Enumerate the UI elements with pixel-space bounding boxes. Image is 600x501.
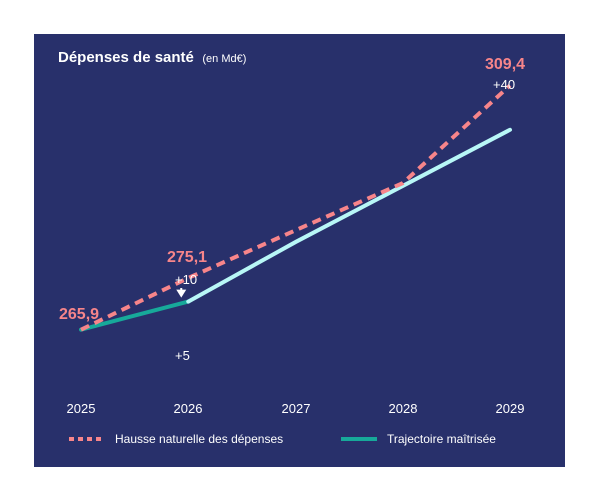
legend-swatch-natural bbox=[69, 437, 105, 441]
natural-line bbox=[80, 83, 512, 332]
label-end-delta: +40 bbox=[493, 77, 516, 92]
label-end-value: 309,4 bbox=[485, 56, 526, 73]
x-tick-2027: 2027 bbox=[281, 401, 311, 416]
label-start-value: 265,9 bbox=[59, 306, 100, 323]
legend-label-controlled: Trajectoire maîtrisée bbox=[387, 432, 496, 446]
legend-item-controlled: Trajectoire maîtrisée bbox=[341, 432, 496, 446]
x-tick-2025: 2025 bbox=[66, 401, 96, 416]
title-text: Dépenses de santé bbox=[58, 49, 194, 66]
arrow-2026-head bbox=[176, 289, 187, 298]
x-tick-2029: 2029 bbox=[495, 401, 525, 416]
legend-swatch-controlled bbox=[341, 437, 377, 441]
x-tick-2026: 2026 bbox=[173, 401, 203, 416]
controlled-line-segment-2026-2029 bbox=[186, 127, 512, 304]
chart-title: Dépenses de santé (en Md€) bbox=[58, 49, 246, 67]
chart-panel: Dépenses de santé (en Md€) 265,9 275,1 +… bbox=[34, 34, 565, 467]
legend-label-natural: Hausse naturelle des dépenses bbox=[115, 432, 284, 446]
controlled-line-segment-2025-2026 bbox=[79, 299, 191, 332]
label-2026-natural-delta: +10 bbox=[175, 272, 198, 287]
title-unit: (en Md€) bbox=[202, 53, 247, 65]
label-2026-controlled-delta: +5 bbox=[175, 348, 190, 363]
chart-svg bbox=[79, 83, 512, 332]
legend-item-natural: Hausse naturelle des dépenses bbox=[69, 432, 283, 446]
label-2026-value: 275,1 bbox=[167, 249, 208, 266]
x-tick-2028: 2028 bbox=[388, 401, 418, 416]
